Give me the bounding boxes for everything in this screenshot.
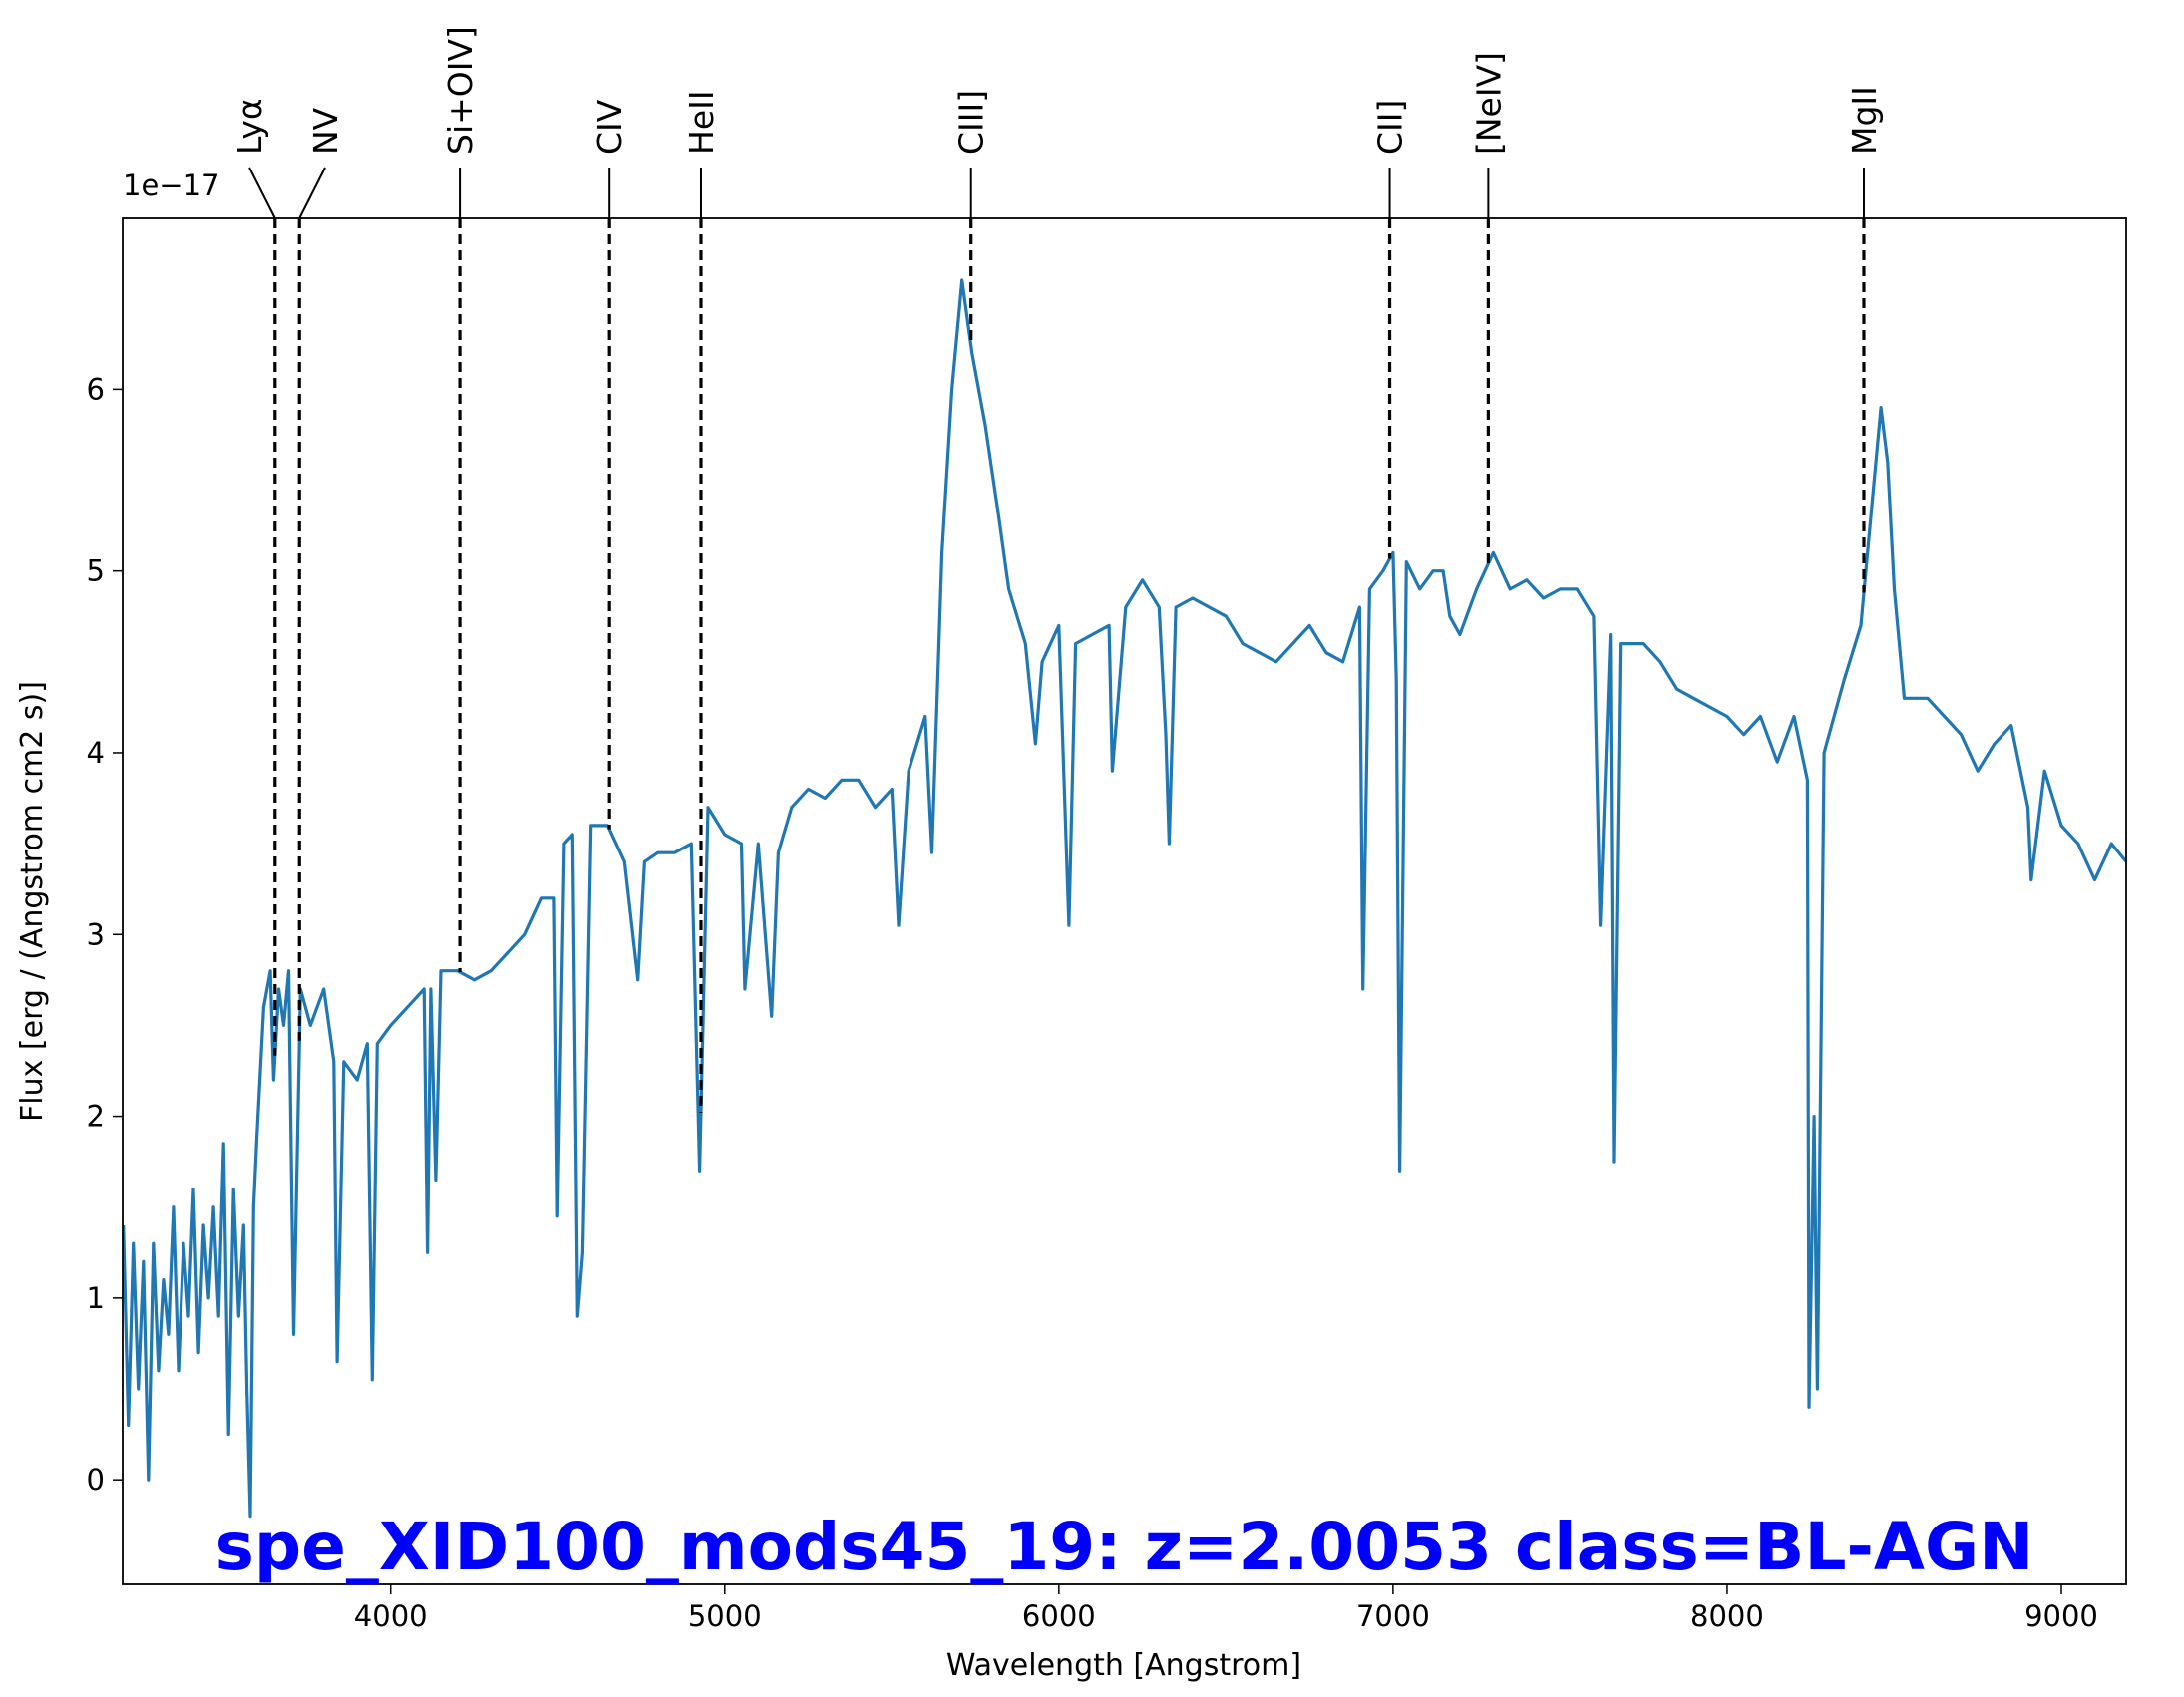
y-tick-label: 5: [87, 554, 105, 588]
y-tick-label: 3: [87, 917, 105, 951]
spectral-line-label: [NeIV]: [1469, 52, 1508, 155]
y-tick-label: 2: [87, 1100, 105, 1134]
spectrum-line: [123, 278, 2126, 1519]
axes-frame: [122, 217, 2127, 1585]
y-tick-label: 4: [87, 736, 105, 770]
y-tick-label: 0: [87, 1463, 105, 1497]
spectral-line-label: HeII: [682, 90, 721, 155]
spectral-line-leader: [248, 167, 276, 219]
spectral-line-label: Lyα: [230, 98, 269, 155]
y-axis-label: Flux [erg / (Angstrom cm2 s)]: [15, 681, 50, 1122]
chart-title: spe_XID100_mods45_19: z=2.0053 class=BL-…: [215, 1509, 2034, 1585]
x-tick-label: 6000: [1022, 1599, 1096, 1633]
spectral-line-leader: [298, 167, 326, 219]
x-tick-label: 8000: [1690, 1599, 1764, 1633]
spectral-line-label: CII]: [1371, 100, 1410, 155]
spectral-line-label: CIV: [590, 99, 629, 155]
spectral-line-label: MgII: [1845, 86, 1884, 155]
y-offset-label: 1e−17: [123, 169, 220, 202]
x-tick-label: 4000: [354, 1599, 428, 1633]
spectral-line-label: CIII]: [952, 90, 991, 155]
x-tick-label: 7000: [1356, 1599, 1430, 1633]
x-tick-label: 9000: [2024, 1599, 2098, 1633]
y-tick-label: 1: [87, 1281, 105, 1315]
x-axis-label: Wavelength [Angstrom]: [946, 1648, 1301, 1683]
x-tick-label: 5000: [688, 1599, 762, 1633]
spectral-line-label: Si+OIV]: [441, 26, 480, 155]
spectral-line-label: NV: [306, 107, 345, 155]
y-tick-label: 6: [87, 372, 105, 406]
